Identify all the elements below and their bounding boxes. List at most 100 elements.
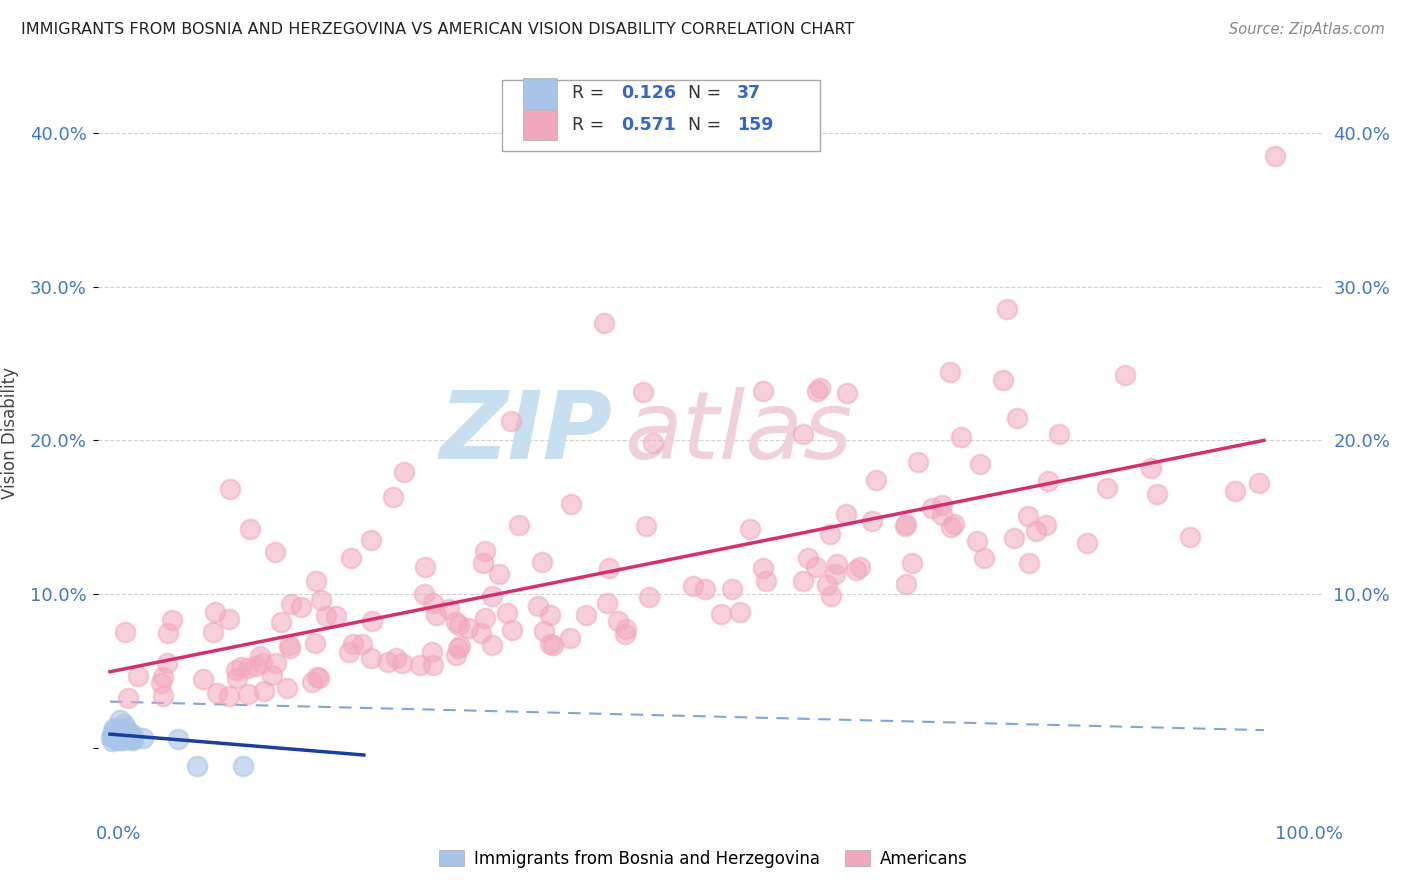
Point (1264, 149, 1286, 163)
Text: 0.571: 0.571 (620, 116, 676, 134)
Point (391, 656, 413, 670)
Point (108, 732, 131, 747)
FancyBboxPatch shape (523, 110, 557, 140)
Point (560, 497, 582, 511)
Point (105, 728, 128, 742)
Point (1223, 484, 1246, 499)
Point (112, 716, 135, 731)
Text: 159: 159 (737, 116, 773, 134)
Point (710, 607, 733, 622)
Point (606, 614, 628, 628)
Point (894, 517, 917, 532)
Point (593, 317, 616, 331)
Point (315, 608, 337, 623)
Point (942, 516, 965, 531)
Point (1047, 427, 1070, 442)
Point (100, 730, 122, 744)
Point (420, 645, 443, 659)
Point (264, 545, 287, 559)
Point (1005, 411, 1028, 425)
Point (447, 640, 470, 655)
Point (105, 732, 128, 747)
Point (481, 639, 503, 653)
Point (207, 686, 229, 700)
Point (127, 669, 149, 683)
Point (508, 518, 530, 533)
Text: R =: R = (572, 116, 610, 134)
Point (260, 668, 283, 682)
Point (115, 722, 138, 736)
Point (384, 651, 406, 665)
Point (290, 599, 312, 614)
Point (1018, 557, 1040, 571)
Point (835, 385, 858, 400)
Point (533, 624, 555, 638)
Point (969, 458, 991, 472)
Point (305, 574, 328, 589)
Point (103, 729, 125, 743)
Point (596, 596, 619, 610)
Point (896, 577, 918, 591)
Point (392, 465, 415, 479)
Point (304, 635, 326, 649)
Point (103, 723, 125, 738)
Point (474, 610, 496, 624)
Point (280, 597, 302, 611)
Point (558, 632, 581, 646)
Point (728, 606, 751, 620)
Point (637, 590, 659, 604)
Point (121, 730, 143, 744)
Point (412, 587, 434, 601)
Point (309, 593, 332, 607)
Text: N =: N = (688, 84, 727, 102)
Point (117, 732, 139, 747)
Point (301, 674, 323, 689)
Point (107, 729, 129, 743)
Point (530, 555, 553, 569)
Point (845, 563, 868, 577)
Point (1095, 482, 1118, 496)
Legend: Immigrants from Bosnia and Herzegovina, Americans: Immigrants from Bosnia and Herzegovina, … (432, 844, 974, 875)
Point (108, 729, 131, 743)
Point (103, 721, 125, 735)
Point (538, 637, 561, 651)
Point (117, 691, 139, 706)
Point (481, 590, 503, 604)
Point (474, 544, 496, 558)
Point (112, 731, 135, 746)
Point (107, 722, 129, 736)
Point (820, 527, 842, 541)
Point (100, 734, 122, 748)
Point (425, 607, 447, 622)
FancyBboxPatch shape (502, 80, 820, 151)
Point (1114, 368, 1136, 383)
Point (111, 733, 134, 747)
Point (108, 728, 131, 742)
FancyBboxPatch shape (523, 78, 557, 109)
Point (598, 561, 620, 575)
Point (186, 759, 208, 773)
Point (614, 623, 637, 637)
Point (152, 670, 174, 684)
Point (973, 551, 995, 566)
Point (377, 655, 399, 669)
Point (121, 730, 143, 744)
Point (860, 514, 883, 528)
Point (132, 731, 155, 745)
Point (218, 612, 240, 626)
Point (115, 723, 138, 737)
Point (444, 648, 467, 663)
Point (264, 656, 287, 670)
Point (204, 605, 226, 619)
Text: ZIP: ZIP (439, 386, 612, 479)
Point (931, 508, 953, 522)
Point (110, 731, 132, 745)
Point (449, 617, 471, 632)
Point (966, 533, 988, 548)
Point (824, 567, 846, 582)
Point (907, 455, 929, 469)
Point (575, 607, 598, 622)
Point (488, 566, 510, 581)
Point (792, 427, 814, 442)
Point (470, 626, 492, 640)
